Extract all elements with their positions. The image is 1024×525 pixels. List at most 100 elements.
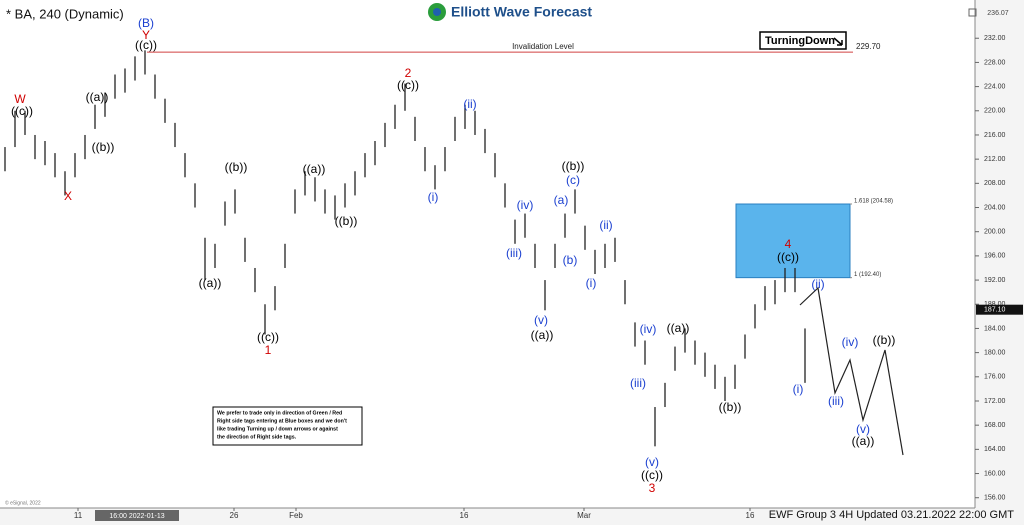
wave-label: (iv) xyxy=(842,335,859,349)
copyright: © eSignal, 2022 xyxy=(5,499,41,506)
price-axis-panel xyxy=(975,0,1024,525)
x-tick-label: 26 xyxy=(230,511,239,520)
wave-label: (c) xyxy=(566,173,580,187)
wave-label: ((c)) xyxy=(257,330,279,344)
x-tick-label: 16 xyxy=(460,511,469,520)
footer: EWF Group 3 4H Updated 03.21.2022 22:00 … xyxy=(769,509,1014,521)
y-tick-label: 184.00 xyxy=(984,325,1006,332)
y-tick-label: 224.00 xyxy=(984,83,1006,90)
disclaimer-line: Right side tags entering at Blue boxes a… xyxy=(217,418,347,424)
wave-label: ((b)) xyxy=(719,400,742,414)
last-price-label: 187.10 xyxy=(984,307,1006,314)
wave-label: ((b)) xyxy=(873,333,896,347)
y-tick-label: 220.00 xyxy=(984,108,1006,115)
wave-label: 2 xyxy=(405,66,412,80)
wave-label: 4 xyxy=(785,237,792,251)
invalidation-text: Invalidation Level xyxy=(512,42,574,51)
wave-label: ((c)) xyxy=(397,78,419,92)
y-tick-label: 168.00 xyxy=(984,422,1006,429)
y-tick-label: 196.00 xyxy=(984,253,1006,260)
wave-label: ((a)) xyxy=(303,162,326,176)
wave-label: W xyxy=(14,92,26,106)
y-tick-label: 208.00 xyxy=(984,180,1006,187)
corner-box xyxy=(968,8,977,17)
x-tick-label: 11 xyxy=(74,511,83,520)
crosshair-box xyxy=(95,510,179,521)
corner-price: 236.07 xyxy=(987,10,1009,17)
wave-label: (iv) xyxy=(517,198,534,212)
y-tick-label: 192.00 xyxy=(984,277,1006,284)
wave-label: (i) xyxy=(793,382,804,396)
time-axis-panel xyxy=(0,508,975,525)
wave-label: 1 xyxy=(265,343,272,357)
fib-label: 1 (192.40) xyxy=(854,272,881,278)
disclaimer-line: We prefer to trade only in direction of … xyxy=(217,410,342,416)
wave-label: ((c)) xyxy=(11,104,33,118)
disclaimer-line: like trading Turning up / down arrows or… xyxy=(217,426,338,432)
wave-label: ((c)) xyxy=(777,250,799,264)
wave-label: ((b)) xyxy=(335,214,358,228)
wave-label: (ii) xyxy=(463,97,476,111)
wave-label: ((c)) xyxy=(641,468,663,482)
wave-label: ((c)) xyxy=(135,38,157,52)
wave-label: (v) xyxy=(856,422,870,436)
wave-label: (iii) xyxy=(506,246,522,260)
y-tick-label: 188.00 xyxy=(984,301,1006,308)
wave-label: ((a)) xyxy=(199,276,222,290)
logo-icon-inner xyxy=(433,8,441,16)
wave-label: (i) xyxy=(586,276,597,290)
chart-title: * BA, 240 (Dynamic) xyxy=(6,6,124,21)
wave-label: ((a)) xyxy=(531,328,554,342)
x-tick-label: Mar xyxy=(577,511,591,520)
y-tick-label: 172.00 xyxy=(984,398,1006,405)
blue-box xyxy=(735,203,851,279)
wave-label: (iii) xyxy=(828,394,844,408)
y-tick-label: 160.00 xyxy=(984,470,1006,477)
y-tick-label: 228.00 xyxy=(984,59,1006,66)
y-tick-label: 156.00 xyxy=(984,495,1006,502)
wave-label: (v) xyxy=(645,455,659,469)
y-tick-label: 164.00 xyxy=(984,446,1006,453)
wave-label: ((b)) xyxy=(225,160,248,174)
invalidation-price: 229.70 xyxy=(856,42,881,51)
x-tick-label: Feb xyxy=(289,511,303,520)
projection-path xyxy=(799,286,904,456)
disclaimer-line: the direction of Right side tags. xyxy=(217,434,297,440)
wave-label: ((b)) xyxy=(92,140,115,154)
wave-label: (iv) xyxy=(640,322,657,336)
wave-label: ((a)) xyxy=(667,321,690,335)
disclaimer-box xyxy=(212,406,363,446)
wave-label: Y xyxy=(142,28,150,42)
y-tick-label: 212.00 xyxy=(984,156,1006,163)
wave-label: ((b)) xyxy=(562,159,585,173)
turning-box xyxy=(759,31,847,50)
logo: Elliott Wave Forecast xyxy=(428,3,592,21)
y-tick-label: 204.00 xyxy=(984,204,1006,211)
y-tick-label: 180.00 xyxy=(984,349,1006,356)
wave-label: (v) xyxy=(534,313,548,327)
wave-label: ((a)) xyxy=(852,434,875,448)
wave-label: (iii) xyxy=(630,376,646,390)
last-price-tag xyxy=(976,304,1023,315)
wave-label: (a) xyxy=(554,193,569,207)
x-tick-label: 16 xyxy=(746,511,755,520)
y-tick-label: 216.00 xyxy=(984,132,1006,139)
wave-label: (i) xyxy=(428,190,439,204)
wave-label: X xyxy=(64,189,72,203)
logo-text: Elliott Wave Forecast xyxy=(451,4,592,20)
turning-arrow xyxy=(833,37,843,46)
wave-label: (b) xyxy=(563,253,578,267)
wave-label: (ii) xyxy=(811,277,824,291)
fib-label: 1.618 (204.58) xyxy=(854,199,893,205)
y-tick-label: 232.00 xyxy=(984,35,1006,42)
crosshair-label: 16:00 2022-01-13 xyxy=(109,513,164,520)
wave-label: (ii) xyxy=(599,218,612,232)
wave-label: 3 xyxy=(649,481,656,495)
y-tick-label: 200.00 xyxy=(984,229,1006,236)
turning-label: TurningDown xyxy=(765,35,835,47)
y-tick-label: 176.00 xyxy=(984,374,1006,381)
wave-label: (B) xyxy=(138,16,154,30)
wave-label: ((a)) xyxy=(86,90,109,104)
